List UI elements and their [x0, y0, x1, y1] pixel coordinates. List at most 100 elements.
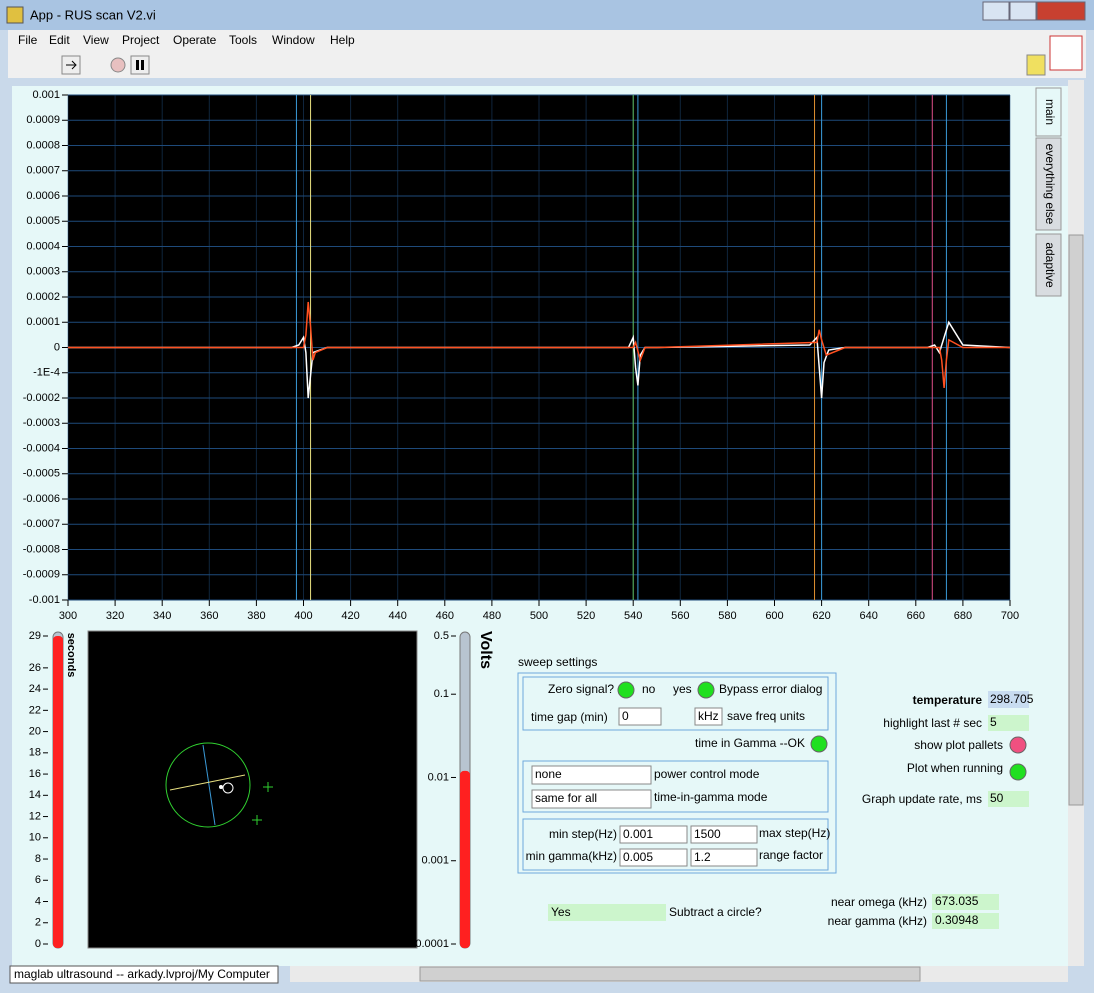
label: Graph update rate, ms — [862, 792, 982, 806]
scroll-thumb[interactable] — [419, 966, 921, 982]
menu-item[interactable]: File — [18, 33, 38, 47]
label: time gap (min) — [531, 710, 608, 724]
run-arrow — [66, 60, 77, 70]
circle-plot — [87, 630, 418, 949]
x-tick-label: 680 — [954, 610, 972, 622]
y-tick-label: 0.0009 — [26, 114, 60, 126]
ring-field[interactable] — [531, 789, 652, 809]
menu-item[interactable]: Edit — [49, 33, 70, 47]
label: time-in-gamma mode — [654, 790, 768, 804]
label: near omega (kHz) — [831, 895, 927, 909]
minimize-button[interactable] — [982, 1, 1010, 21]
y-tick-label: -0.0008 — [23, 543, 60, 555]
tab-label: everything else — [1043, 144, 1057, 225]
maximize-button[interactable] — [1009, 1, 1037, 21]
numeric-field[interactable] — [988, 791, 1029, 807]
label: save freq units — [727, 709, 805, 723]
label: yes — [673, 682, 692, 696]
tab[interactable] — [1035, 137, 1062, 231]
vi-icon — [1049, 35, 1083, 71]
x-tick-label: 360 — [200, 610, 218, 622]
x-tick-label: 380 — [247, 610, 265, 622]
tab-label: main — [1043, 99, 1057, 125]
x-tick-label: 300 — [59, 610, 77, 622]
gauge-tick-label: 0 — [35, 938, 41, 950]
x-tick-label: 560 — [671, 610, 689, 622]
x-tick-label: 340 — [153, 610, 171, 622]
ring-field[interactable] — [531, 765, 652, 785]
menu-item[interactable]: Operate — [173, 33, 217, 47]
led — [810, 735, 828, 753]
y-tick-label: 0.0003 — [26, 266, 60, 278]
y-tick-label: -0.0002 — [23, 392, 60, 404]
gauge-tick-label: 4 — [35, 895, 41, 907]
menu-item[interactable]: View — [83, 33, 109, 47]
scroll-thumb[interactable] — [1068, 234, 1084, 806]
y-tick-label: 0.0005 — [26, 215, 60, 227]
value: 5 — [990, 715, 997, 729]
numeric-field[interactable] — [690, 825, 758, 844]
value: 1500 — [694, 827, 721, 841]
gauge-tick-label: 0.5 — [434, 630, 449, 642]
y-tick-label: 0.0008 — [26, 139, 60, 151]
led-switch[interactable] — [617, 681, 635, 699]
help-button[interactable] — [1026, 54, 1046, 76]
gauge-tick-label: 0.01 — [428, 771, 449, 783]
label: Zero signal? — [548, 682, 614, 696]
axis-line — [202, 744, 216, 826]
numeric-field[interactable] — [690, 848, 758, 867]
menu-item[interactable]: Project — [122, 33, 160, 47]
label: power control mode — [654, 767, 760, 781]
gauge-tick-label: 20 — [29, 725, 41, 737]
label: Bypass error dialog — [719, 682, 822, 696]
led-switch[interactable] — [697, 681, 715, 699]
indicator — [932, 913, 999, 929]
y-tick-label: -0.0003 — [23, 417, 60, 429]
trace — [68, 301, 1010, 388]
label: temperature — [913, 693, 983, 707]
toggle-field[interactable] — [548, 904, 666, 921]
x-tick-label: 600 — [765, 610, 783, 622]
label: near gamma (kHz) — [828, 914, 927, 928]
ring-field[interactable] — [694, 707, 723, 726]
gauge-tick-label: 22 — [29, 704, 41, 716]
gauge-tick-label: 14 — [29, 789, 41, 801]
x-tick-label: 420 — [341, 610, 359, 622]
numeric-field[interactable] — [619, 825, 688, 844]
label: max step(Hz) — [759, 826, 830, 840]
settings: sweep settings Zero signal? no yes Bypas… — [517, 655, 1034, 929]
label: Plot when running — [907, 761, 1003, 775]
crosshair — [252, 782, 273, 825]
numeric-field[interactable] — [988, 715, 1029, 731]
pause-button[interactable] — [130, 55, 150, 75]
tab[interactable] — [1035, 87, 1062, 137]
numeric-field[interactable] — [619, 848, 688, 867]
tab[interactable] — [1035, 233, 1062, 297]
label: show plot pallets — [914, 738, 1003, 752]
menu-item[interactable]: Tools — [229, 33, 257, 47]
y-tick-label: -0.0009 — [23, 569, 60, 581]
y-tick-label: 0.0002 — [26, 291, 60, 303]
menu-item[interactable]: Window — [272, 33, 315, 47]
x-tick-label: 640 — [860, 610, 878, 622]
led-switch[interactable] — [1009, 763, 1027, 781]
label: highlight last # sec — [883, 716, 982, 730]
x-tick-label: 520 — [577, 610, 595, 622]
gauge-tick-label: 10 — [29, 832, 41, 844]
value: 0.005 — [623, 850, 653, 864]
menu-item[interactable]: Help — [330, 33, 355, 47]
gauge-tick-label: 8 — [35, 853, 41, 865]
data-point — [219, 785, 223, 789]
y-tick-label: 0.001 — [32, 89, 60, 101]
numeric-field[interactable] — [618, 707, 662, 726]
gauge-tick-label: 0.1 — [434, 688, 449, 700]
value: none — [535, 767, 562, 781]
led-switch[interactable] — [1009, 736, 1027, 754]
abort-button[interactable] — [110, 57, 126, 73]
window-title: App - RUS scan V2.vi — [30, 7, 156, 22]
group-box — [522, 818, 829, 871]
close-button[interactable] — [1036, 1, 1086, 21]
value: 1.2 — [694, 850, 711, 864]
value: 0.30948 — [935, 913, 979, 927]
